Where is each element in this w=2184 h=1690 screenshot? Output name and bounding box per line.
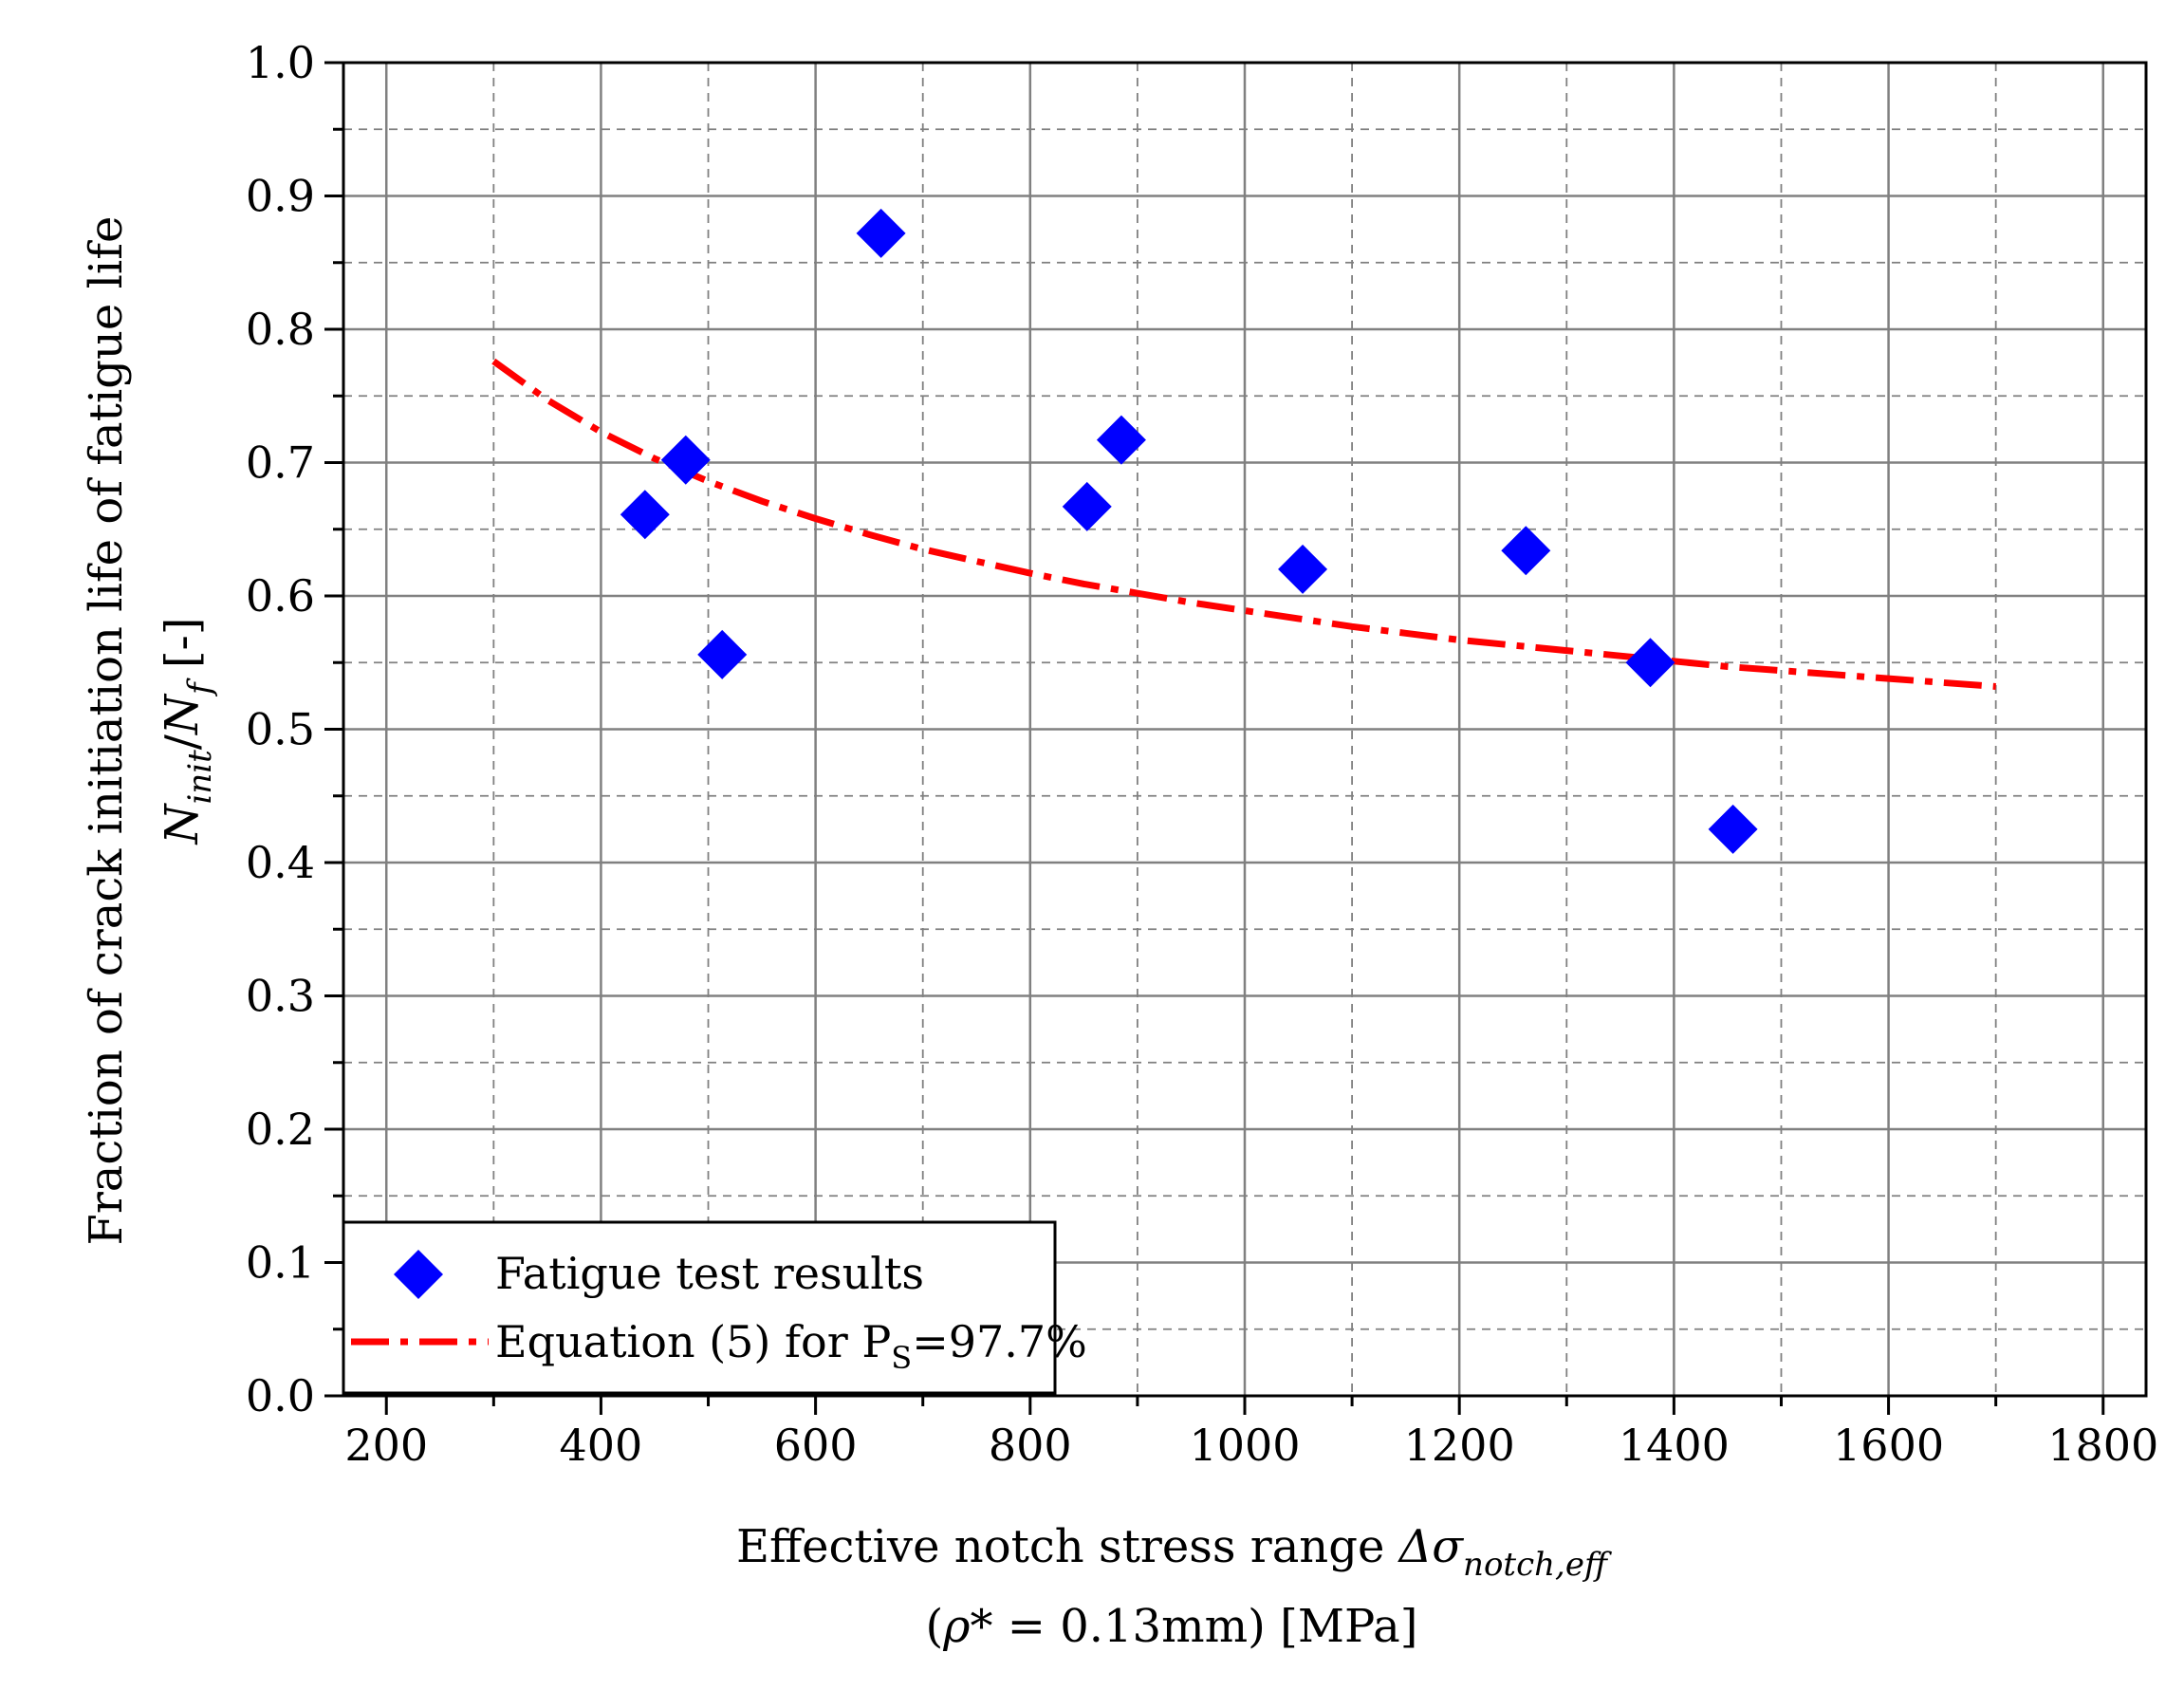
data-point-diamond [1625, 638, 1675, 688]
data-point-diamond [697, 629, 748, 679]
data-point-diamond [1708, 804, 1758, 854]
y-tick-label: 0.8 [246, 304, 315, 355]
y-tick-label: 0.2 [246, 1104, 315, 1155]
legend-marker-diamond [394, 1250, 443, 1299]
data-point-diamond [1278, 544, 1328, 594]
x-tick-label: 400 [560, 1420, 643, 1471]
y-tick-label: 0.0 [246, 1370, 315, 1421]
y-tick-label: 0.3 [246, 971, 315, 1022]
data-series [491, 208, 1996, 854]
y-tick-label: 0.5 [246, 704, 315, 755]
x-axis-title-line2: (ρ* = 0.13mm) [MPa] [926, 1600, 1418, 1653]
data-point-diamond [1096, 415, 1146, 465]
equation-5-curve [491, 358, 1996, 690]
y-axis-title-line1: Fraction of crack initiation life of fat… [80, 216, 133, 1246]
data-point-diamond [856, 208, 906, 258]
legend-box [342, 1220, 1057, 1395]
x-tick-label: 1600 [1833, 1420, 1944, 1471]
y-tick-label: 0.9 [246, 171, 315, 222]
legend-label-equation: Equation (5) for PS=97.7% [495, 1316, 1087, 1376]
grid-lines [343, 61, 2146, 1398]
y-tick-label: 1.0 [246, 37, 315, 88]
axis-ticks: 200 400 600 800 1000 1200 1400 1600 1800 0.0 0.1 0.… [246, 37, 2158, 1471]
data-point-diamond [1062, 481, 1112, 531]
data-point-diamond [1501, 526, 1551, 576]
y-axis-title-line2: Ninit/Nf [-] [156, 617, 219, 845]
legend: Fatigue test results Equation (5) for PS… [342, 1220, 1087, 1395]
data-point-diamond [660, 435, 711, 485]
y-tick-label: 0.7 [246, 437, 315, 489]
x-tick-label: 1400 [1619, 1420, 1730, 1471]
x-tick-label: 800 [989, 1420, 1072, 1471]
x-tick-label: 1000 [1189, 1420, 1300, 1471]
x-tick-label: 200 [344, 1420, 428, 1471]
y-tick-label: 0.4 [246, 837, 315, 888]
x-tick-label: 1800 [2047, 1420, 2158, 1471]
y-tick-label: 0.1 [246, 1237, 315, 1289]
x-tick-label: 600 [774, 1420, 858, 1471]
x-axis-title-line1: Effective notch stress range Δσnotch,eff [736, 1520, 1612, 1584]
y-tick-label: 0.6 [246, 570, 315, 622]
x-tick-label: 1200 [1404, 1420, 1515, 1471]
legend-label-fatigue-results: Fatigue test results [495, 1248, 924, 1299]
data-point-diamond [620, 490, 670, 540]
